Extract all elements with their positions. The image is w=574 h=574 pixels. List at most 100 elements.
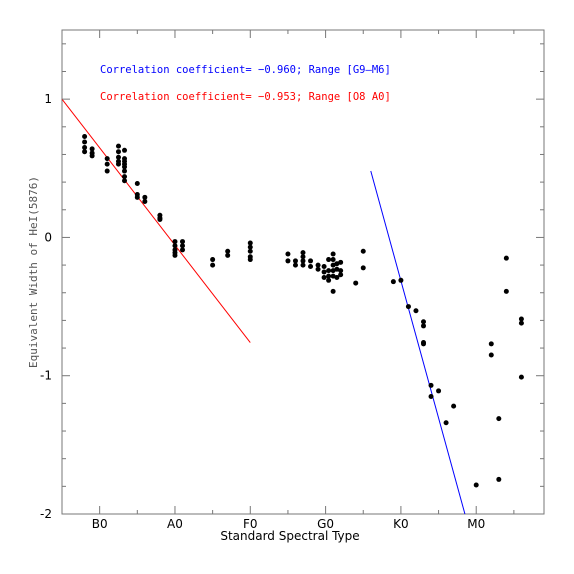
data-point [413, 308, 419, 314]
data-point [89, 146, 95, 152]
data-point [122, 168, 128, 174]
data-point [321, 275, 327, 281]
data-point [104, 168, 110, 174]
data-point [330, 268, 336, 274]
data-point [104, 161, 110, 167]
data-point [436, 388, 442, 394]
data-point [451, 403, 457, 409]
data-point [180, 243, 185, 249]
data-point [330, 262, 336, 268]
data-point [503, 255, 509, 261]
data-point [180, 239, 185, 245]
data-point [82, 133, 88, 139]
data-point [157, 216, 163, 222]
data-point [518, 374, 524, 380]
data-point [421, 323, 426, 329]
data-point [326, 268, 332, 274]
data-point [285, 251, 291, 257]
data-point [353, 280, 359, 286]
data-point [330, 257, 336, 263]
data-point [180, 247, 185, 253]
data-point [247, 248, 253, 254]
fit-line-1 [370, 170, 466, 515]
data-point [292, 258, 298, 264]
annotation-blue-correlation: Correlation coefficient= −0.960; Range [… [100, 64, 391, 76]
data-point [122, 164, 128, 170]
x-tick-label: M0 [467, 517, 485, 531]
data-point [473, 482, 479, 488]
data-point [300, 258, 306, 264]
data-point [285, 258, 291, 264]
data-point [315, 262, 321, 268]
data-point [496, 476, 502, 482]
data-point [82, 139, 88, 145]
data-point [326, 257, 332, 263]
data-point [89, 153, 95, 159]
data-point [82, 149, 88, 155]
data-point [247, 244, 253, 250]
data-point [308, 263, 314, 269]
data-point [421, 341, 426, 347]
data-point [321, 269, 327, 275]
data-point [122, 174, 128, 180]
data-point [308, 258, 314, 264]
data-point [172, 252, 178, 258]
y-axis: 1 0 -1 -2 [40, 43, 544, 521]
data-point [300, 254, 306, 260]
x-axis: B0 A0 F0 G0 K0 M0 [61, 30, 515, 531]
data-point [172, 239, 178, 245]
data-point [115, 161, 121, 167]
data-point [405, 304, 411, 310]
data-point [315, 266, 321, 272]
data-point [421, 319, 426, 325]
data-point [338, 268, 344, 274]
annotation-red-correlation: Correlation coefficient= −0.953; Range [… [100, 91, 391, 103]
fit-line-0 [61, 98, 251, 343]
data-point [330, 251, 336, 257]
data-point [338, 272, 344, 278]
x-tick-label: K0 [393, 517, 409, 531]
data-point [428, 382, 434, 388]
data-point [334, 275, 340, 281]
data-point [300, 250, 306, 256]
data-point [292, 262, 298, 268]
data-point [142, 194, 148, 200]
data-point [518, 316, 524, 322]
data-point [122, 178, 128, 184]
x-tick-label: A0 [167, 517, 183, 531]
data-point [172, 243, 178, 249]
data-point [330, 273, 336, 279]
x-axis-label: Standard Spectral Type [220, 529, 359, 543]
data-point [360, 265, 366, 271]
data-point [134, 194, 140, 200]
data-point [518, 320, 524, 326]
data-point [122, 147, 128, 153]
data-point [321, 263, 327, 269]
y-tick-label: 1 [44, 92, 52, 106]
data-point [360, 248, 366, 254]
data-point [134, 180, 140, 186]
data-point [115, 154, 121, 160]
data-point [334, 261, 340, 267]
data-point [142, 198, 148, 204]
data-point [330, 288, 336, 294]
data-point [398, 277, 404, 283]
data-point [247, 240, 253, 246]
data-point [300, 262, 306, 268]
x-tick-label: F0 [243, 517, 258, 531]
data-point [247, 257, 253, 263]
data-point [488, 352, 494, 358]
data-point [225, 252, 231, 258]
data-point [210, 257, 216, 263]
data-point [428, 393, 434, 399]
data-point [488, 341, 494, 347]
fit-lines [61, 98, 466, 515]
x-tick-label: B0 [92, 517, 108, 531]
data-point [390, 279, 396, 285]
data-point [496, 416, 502, 422]
x-tick-label: G0 [317, 517, 334, 531]
data-point [326, 277, 332, 283]
data-point [443, 420, 449, 426]
data-point [210, 262, 216, 268]
